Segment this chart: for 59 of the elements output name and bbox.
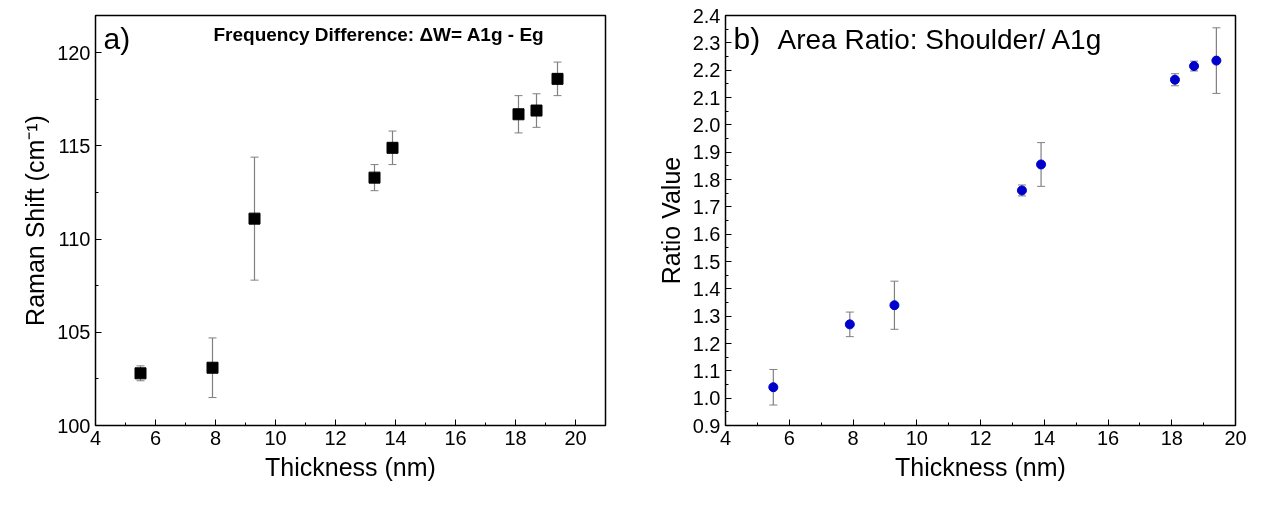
point — [248, 212, 261, 225]
x-tick-label: 4 — [719, 426, 732, 449]
y-tick-label: 0.9 — [692, 414, 721, 437]
point — [512, 108, 525, 121]
point — [844, 319, 855, 330]
y-tick-label: 1.2 — [692, 332, 721, 355]
y-tick-label: 1.9 — [692, 141, 721, 164]
annotation: Area Ratio: Shoulder/ A1g — [777, 23, 1102, 55]
x-axis-title: Thickness (nm) — [895, 452, 1066, 481]
y-tick-label: 120 — [57, 41, 91, 64]
y-axis-title: Raman Shift (cm⁻¹) — [21, 115, 50, 326]
x-tick-label: 16 — [444, 426, 467, 449]
y-axis-title: Ratio Value — [656, 156, 685, 285]
point — [1211, 55, 1222, 66]
x-tick-label: 18 — [504, 426, 527, 449]
annotation: b) — [733, 21, 761, 55]
point — [386, 141, 399, 154]
y-tick-label: 2.2 — [692, 59, 721, 82]
y-tick-label: 1.0 — [692, 387, 721, 410]
y-tick-label: 2.0 — [692, 113, 721, 136]
point — [768, 382, 779, 393]
y-tick-label: 115 — [58, 134, 91, 157]
y-tick-label: 105 — [57, 321, 91, 344]
annotation: Frequency Difference: ΔW= A1g - Eg — [213, 23, 544, 45]
x-tick-label: 14 — [384, 426, 407, 449]
point — [530, 104, 543, 117]
x-tick-label: 10 — [264, 426, 287, 449]
y-tick-label: 1.5 — [692, 250, 721, 273]
x-tick-label: 12 — [324, 426, 347, 449]
y-tick-label: 1.4 — [692, 277, 721, 300]
x-tick-label: 6 — [783, 426, 795, 449]
y-tick-label: 1.6 — [692, 223, 721, 246]
x-tick-label: 20 — [564, 426, 587, 449]
x-tick-label: 18 — [1160, 426, 1183, 449]
y-tick-label: 1.7 — [692, 195, 721, 218]
y-tick-label: 1.3 — [692, 305, 721, 328]
x-tick-label: 12 — [969, 426, 992, 449]
y-tick-label: 2.1 — [692, 86, 721, 109]
point — [1036, 159, 1047, 170]
x-tick-label: 8 — [209, 426, 222, 449]
point — [206, 361, 219, 374]
y-tick-label: 110 — [58, 228, 91, 251]
y-tick-label: 1.8 — [692, 168, 721, 191]
y-tick-label: 1.1 — [692, 359, 721, 382]
x-axis-title: Thickness (nm) — [265, 452, 436, 481]
x-tick-label: 20 — [1224, 426, 1247, 449]
x-tick-label: 14 — [1033, 426, 1056, 449]
x-tick-label: 10 — [905, 426, 928, 449]
y-tick-label: 100 — [57, 414, 91, 437]
x-tick-label: 4 — [89, 426, 102, 449]
x-tick-label: 6 — [149, 426, 162, 449]
y-tick-label: 2.4 — [692, 4, 721, 27]
y-tick-label: 2.3 — [692, 31, 721, 54]
point — [551, 72, 564, 85]
x-tick-label: 16 — [1096, 426, 1120, 449]
point — [368, 171, 381, 184]
point — [889, 300, 900, 311]
x-tick-label: 8 — [847, 426, 859, 449]
annotation: a) — [103, 21, 131, 55]
